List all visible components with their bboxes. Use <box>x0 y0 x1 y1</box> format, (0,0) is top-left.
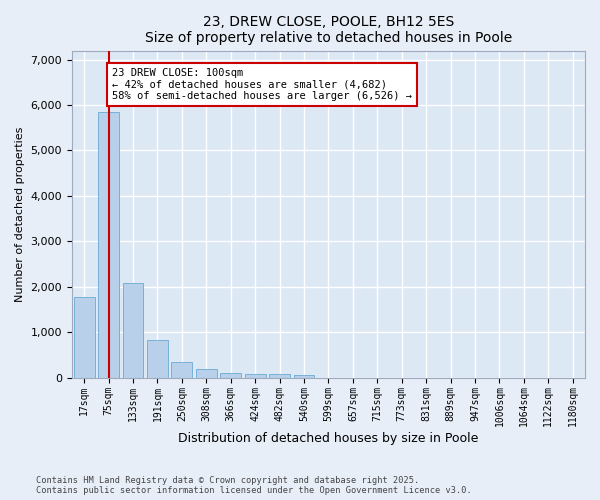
Text: 23 DREW CLOSE: 100sqm
← 42% of detached houses are smaller (4,682)
58% of semi-d: 23 DREW CLOSE: 100sqm ← 42% of detached … <box>112 68 412 101</box>
Bar <box>98 112 119 378</box>
Bar <box>220 372 241 378</box>
Bar <box>122 283 143 378</box>
Bar <box>147 340 168 378</box>
Y-axis label: Number of detached properties: Number of detached properties <box>15 126 25 302</box>
X-axis label: Distribution of detached houses by size in Poole: Distribution of detached houses by size … <box>178 432 479 445</box>
Bar <box>293 375 314 378</box>
Bar <box>269 374 290 378</box>
Title: 23, DREW CLOSE, POOLE, BH12 5ES
Size of property relative to detached houses in : 23, DREW CLOSE, POOLE, BH12 5ES Size of … <box>145 15 512 45</box>
Bar <box>196 369 217 378</box>
Bar <box>245 374 266 378</box>
Text: Contains HM Land Registry data © Crown copyright and database right 2025.
Contai: Contains HM Land Registry data © Crown c… <box>36 476 472 495</box>
Bar <box>74 297 95 378</box>
Bar <box>172 362 192 378</box>
